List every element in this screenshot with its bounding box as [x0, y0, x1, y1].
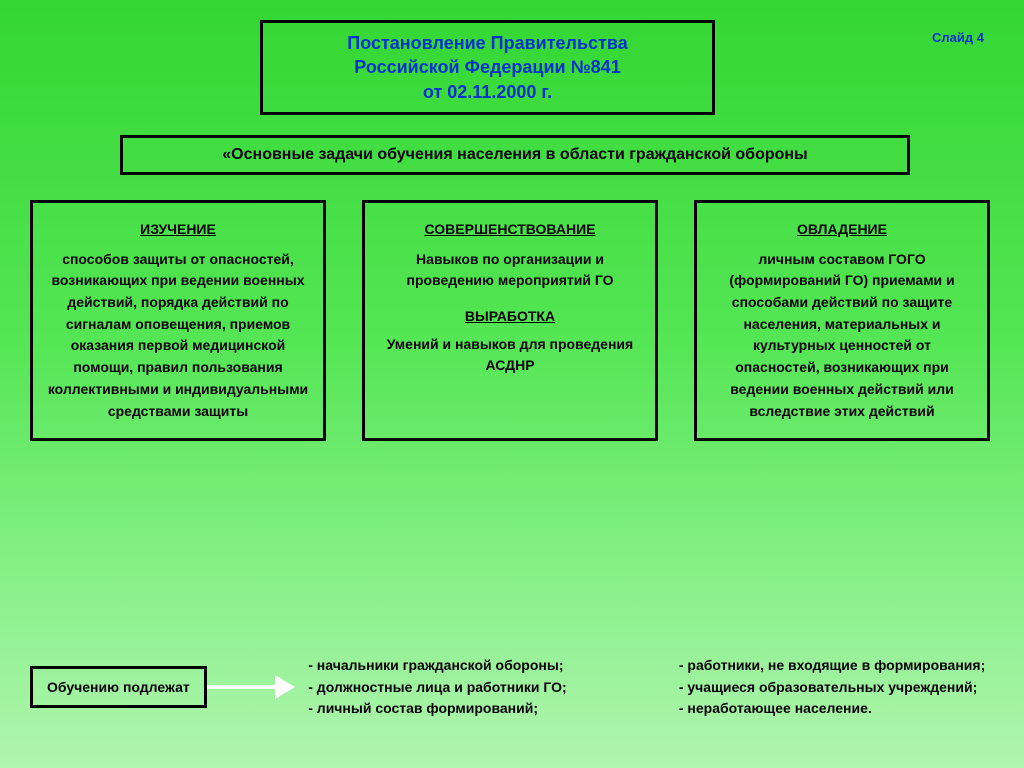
- slide-number: Слайд 4: [932, 30, 984, 45]
- learn-subject-box: Обучению подлежат: [30, 666, 207, 708]
- column-body: способов защиты от опасностей, возникающ…: [48, 251, 308, 419]
- columns-row: ИЗУЧЕНИЕ способов защиты от опасностей, …: [30, 200, 990, 441]
- title-line-3: от 02.11.2000 г.: [423, 82, 552, 102]
- list-item: - учащиеся образовательных учреждений;: [679, 677, 990, 699]
- list-item: - начальники гражданской обороны;: [308, 655, 639, 677]
- bottom-list-1: - начальники гражданской обороны; - долж…: [308, 655, 639, 720]
- column-improve: СОВЕРШЕНСТВОВАНИЕ Навыков по организации…: [362, 200, 658, 441]
- arrow-icon: [207, 677, 295, 697]
- title-line-1: Постановление Правительства: [347, 33, 627, 53]
- column-body: Навыков по организации и проведению меро…: [407, 251, 614, 289]
- column-head: ОВЛАДЕНИЕ: [709, 219, 975, 241]
- title-box: Постановление Правительства Российской Ф…: [260, 20, 715, 115]
- column-master: ОВЛАДЕНИЕ личным составом ГОГО (формиров…: [694, 200, 990, 441]
- column-body: личным составом ГОГО (формирований ГО) п…: [729, 251, 954, 419]
- list-item: - работники, не входящие в формирования;: [679, 655, 990, 677]
- title-text: Постановление Правительства Российской Ф…: [275, 31, 700, 104]
- column-head: ИЗУЧЕНИЕ: [45, 219, 311, 241]
- column-head-2: ВЫРАБОТКА: [377, 306, 643, 328]
- title-line-2: Российской Федерации №841: [354, 57, 620, 77]
- list-item: - должностные лица и работники ГО;: [308, 677, 639, 699]
- column-head: СОВЕРШЕНСТВОВАНИЕ: [377, 219, 643, 241]
- list-item: - личный состав формирований;: [308, 698, 639, 720]
- column-study: ИЗУЧЕНИЕ способов защиты от опасностей, …: [30, 200, 326, 441]
- column-body-2: Умений и навыков для проведения АСДНР: [387, 336, 633, 374]
- subtitle-text: «Основные задачи обучения населения в об…: [135, 146, 895, 164]
- bottom-row: Обучению подлежат - начальники гражданск…: [30, 655, 990, 720]
- list-item: - неработающее население.: [679, 698, 990, 720]
- bottom-list-2: - работники, не входящие в формирования;…: [679, 655, 990, 720]
- subtitle-box: «Основные задачи обучения населения в об…: [120, 135, 910, 175]
